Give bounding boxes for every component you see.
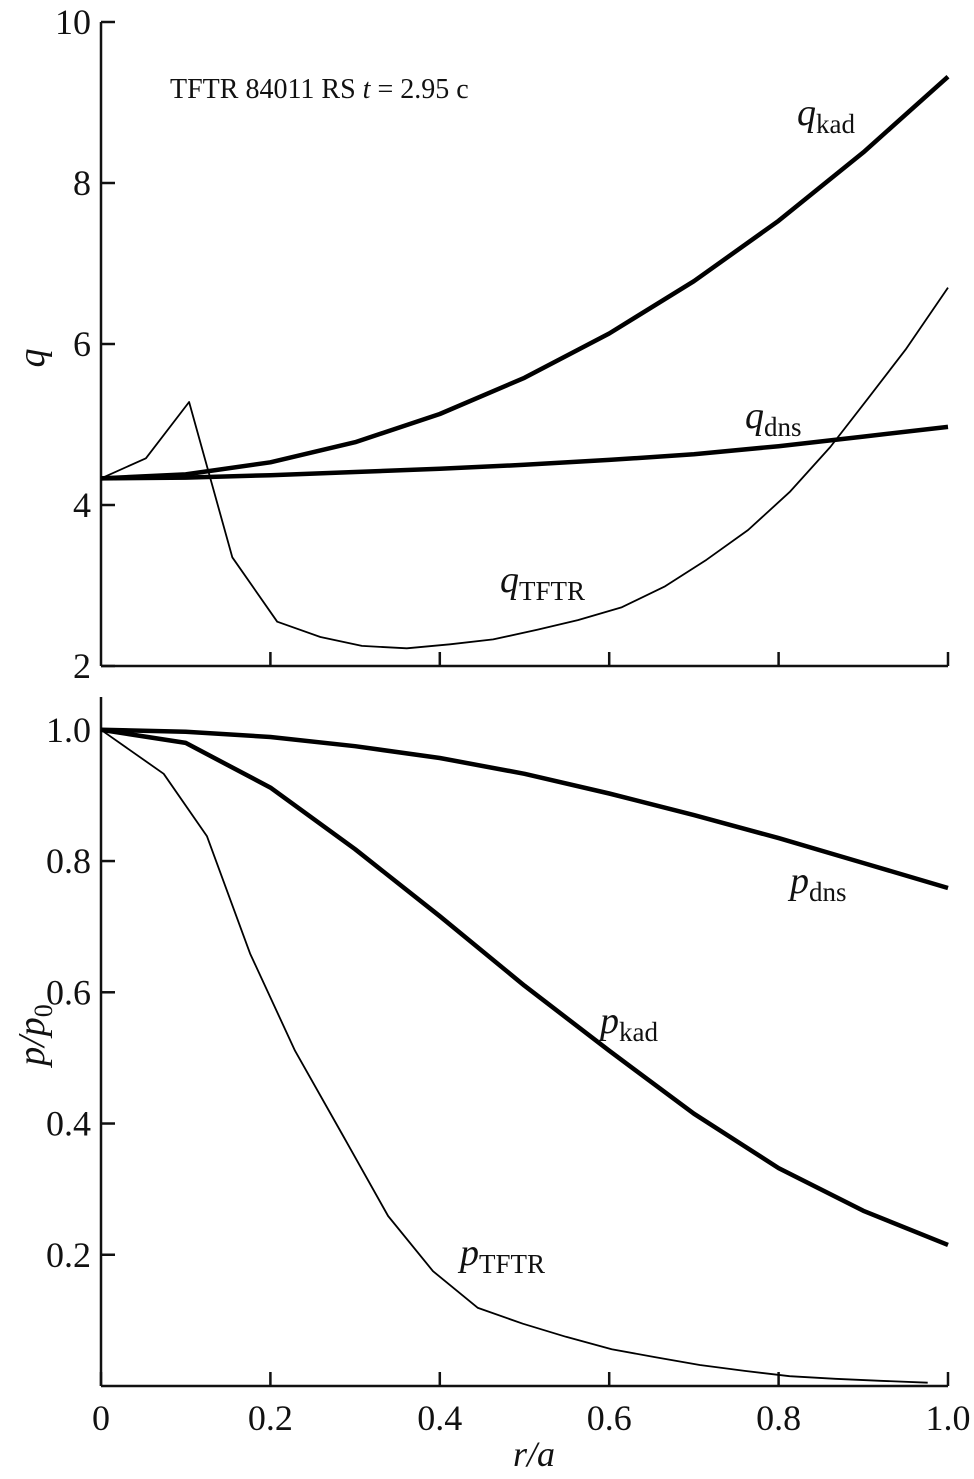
series-line bbox=[100, 727, 949, 1247]
series-label: qkad bbox=[797, 92, 855, 139]
series-label-symbol: p bbox=[457, 1232, 479, 1274]
series-label-symbol: q bbox=[797, 92, 816, 134]
series-label-subscript: kad bbox=[816, 109, 855, 139]
series-label-symbol: q bbox=[500, 559, 519, 601]
y-tick-label: 8 bbox=[73, 163, 91, 203]
annotation-part: TFTR 84011 RS bbox=[170, 74, 363, 105]
series-line bbox=[100, 727, 949, 891]
x-tick-label: 0.2 bbox=[248, 1398, 293, 1438]
y-tick-label: 0.4 bbox=[46, 1104, 91, 1144]
series-line bbox=[100, 75, 950, 481]
x-axis-label: r/a bbox=[513, 1434, 555, 1474]
annotation-part: = 2.95 c bbox=[370, 74, 468, 105]
x-tick-label: 0.4 bbox=[417, 1398, 462, 1438]
x-tick-label: 0 bbox=[92, 1398, 110, 1438]
y-axis-label: p/p0 bbox=[11, 1004, 58, 1069]
y-tick-label: 10 bbox=[55, 2, 91, 42]
series-label: pkad bbox=[597, 1000, 658, 1047]
x-tick-label: 1.0 bbox=[926, 1398, 971, 1438]
series-label-subscript: dns bbox=[764, 412, 802, 442]
series-label-subscript: TFTR bbox=[479, 1249, 545, 1279]
x-tick-label: 0.6 bbox=[587, 1398, 632, 1438]
x-tick-label: 0.8 bbox=[756, 1398, 801, 1438]
series-label-symbol: q bbox=[745, 395, 764, 437]
series-label-symbol: p bbox=[597, 1000, 619, 1042]
series-line bbox=[100, 729, 928, 1384]
y-tick-label: 1.0 bbox=[46, 710, 91, 750]
series-label: pTFTR bbox=[457, 1232, 545, 1279]
y-tick-label: 4 bbox=[73, 485, 91, 525]
series-label-symbol: p bbox=[787, 860, 809, 902]
series-label-subscript: TFTR bbox=[519, 576, 585, 606]
annotation-part: t bbox=[363, 74, 372, 105]
y-tick-label: 0.6 bbox=[46, 972, 91, 1012]
series-label-subscript: kad bbox=[619, 1017, 658, 1047]
y-tick-label: 2 bbox=[73, 646, 91, 686]
y-tick-label: 0.8 bbox=[46, 841, 91, 881]
y-tick-label: 6 bbox=[73, 324, 91, 364]
series-label: qTFTR bbox=[500, 559, 585, 606]
y-axis-label-text: p/p bbox=[11, 1017, 53, 1069]
series-label-subscript: dns bbox=[809, 877, 847, 907]
y-axis-label-subscript: 0 bbox=[29, 1004, 58, 1017]
series-line bbox=[100, 424, 949, 481]
series-label: pdns bbox=[787, 860, 847, 907]
y-axis-label: q bbox=[11, 349, 53, 368]
annotation: TFTR 84011 RS t = 2.95 c bbox=[170, 74, 469, 105]
series-line bbox=[100, 287, 949, 650]
y-tick-label: 0.2 bbox=[46, 1235, 91, 1275]
series-label: qdns bbox=[745, 395, 802, 442]
